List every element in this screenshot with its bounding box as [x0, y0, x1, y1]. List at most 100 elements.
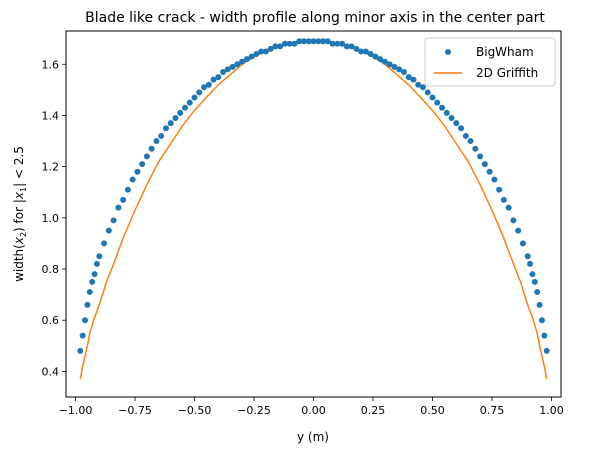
x-tick-label: −0.25 — [237, 404, 271, 417]
data-point-bigwham — [367, 51, 374, 58]
data-point-bigwham — [419, 84, 426, 91]
data-point-bigwham — [477, 153, 484, 160]
data-point-bigwham — [467, 138, 474, 145]
data-point-bigwham — [439, 104, 446, 111]
data-point-bigwham — [158, 132, 165, 139]
data-point-bigwham — [396, 66, 403, 73]
data-point-bigwham — [229, 63, 236, 70]
data-point-bigwham — [362, 48, 369, 55]
data-point-bigwham — [386, 61, 393, 68]
data-point-bigwham — [201, 84, 208, 91]
data-point-bigwham — [181, 104, 188, 111]
data-point-bigwham — [243, 56, 250, 63]
data-point-bigwham — [472, 145, 479, 152]
x-tick-label: 0.25 — [361, 404, 386, 417]
data-point-bigwham — [101, 240, 108, 247]
data-point-bigwham — [239, 58, 246, 65]
data-point-bigwham — [281, 40, 288, 47]
data-point-bigwham — [305, 38, 312, 45]
series-layer — [77, 38, 550, 380]
data-point-bigwham — [524, 253, 531, 260]
data-point-bigwham — [172, 115, 179, 122]
data-point-bigwham — [315, 38, 322, 45]
data-point-bigwham — [391, 63, 398, 70]
legend-label-bigwham: BigWham — [476, 45, 534, 59]
legend: BigWham 2D Griffith — [424, 37, 556, 87]
data-point-bigwham — [234, 61, 241, 68]
data-point-bigwham — [143, 153, 150, 160]
data-point-bigwham — [343, 43, 350, 50]
x-tick-label: −0.50 — [178, 404, 212, 417]
data-point-bigwham — [538, 317, 545, 324]
data-point-bigwham — [96, 253, 103, 260]
data-point-bigwham — [505, 204, 512, 211]
data-point-bigwham — [324, 38, 331, 45]
data-point-bigwham — [186, 99, 193, 106]
data-point-bigwham — [410, 76, 417, 83]
data-point-bigwham — [79, 332, 86, 339]
data-point-bigwham — [348, 43, 355, 50]
data-point-bigwham — [205, 81, 212, 88]
data-point-bigwham — [191, 94, 198, 101]
data-point-bigwham — [310, 38, 317, 45]
data-point-bigwham — [491, 176, 498, 183]
x-tick-label: −1.00 — [59, 404, 93, 417]
data-point-bigwham — [500, 196, 507, 203]
data-point-bigwham — [300, 38, 307, 45]
data-point-bigwham — [529, 271, 536, 278]
data-point-bigwham — [286, 40, 293, 47]
data-point-bigwham — [89, 278, 96, 285]
legend-marker-bigwham — [445, 49, 451, 55]
data-point-bigwham — [153, 138, 160, 145]
data-point-bigwham — [215, 74, 222, 81]
data-point-bigwham — [510, 217, 517, 224]
data-point-bigwham — [277, 43, 284, 50]
y-tick-label: 1.0 — [42, 212, 60, 225]
data-point-bigwham — [77, 347, 84, 354]
data-point-bigwham — [110, 217, 117, 224]
data-point-bigwham — [434, 99, 441, 106]
data-point-bigwham — [372, 53, 379, 60]
x-tick-label: 0.00 — [301, 404, 326, 417]
data-point-bigwham — [515, 227, 522, 234]
data-point-bigwham — [541, 332, 548, 339]
data-point-bigwham — [124, 186, 131, 193]
data-point-bigwham — [339, 40, 346, 47]
data-point-bigwham — [443, 109, 450, 116]
data-point-bigwham — [115, 204, 122, 211]
data-point-bigwham — [162, 125, 169, 132]
data-point-bigwham — [148, 145, 155, 152]
data-point-bigwham — [258, 48, 265, 55]
data-point-bigwham — [534, 289, 541, 296]
data-point-bigwham — [543, 347, 550, 354]
x-tick-label: −0.75 — [118, 404, 152, 417]
data-point-bigwham — [196, 89, 203, 96]
data-point-bigwham — [105, 227, 112, 234]
x-axis: −1.00 −0.75 −0.50 −0.25 0.00 0.25 0.50 0.75 1.00 — [59, 397, 564, 417]
data-point-bigwham — [267, 45, 274, 52]
data-point-bigwham — [84, 301, 91, 308]
data-point-bigwham — [86, 289, 93, 296]
data-point-bigwham — [453, 120, 460, 127]
data-point-bigwham — [519, 240, 526, 247]
data-point-bigwham — [486, 168, 493, 175]
data-point-bigwham — [527, 260, 534, 267]
y-tick-label: 1.4 — [42, 109, 60, 122]
data-point-bigwham — [415, 81, 422, 88]
data-point-bigwham — [220, 68, 227, 75]
data-point-bigwham — [424, 89, 431, 96]
x-tick-label: 0.50 — [420, 404, 445, 417]
data-point-bigwham — [405, 74, 412, 81]
y-tick-label: 0.6 — [42, 314, 60, 327]
data-point-bigwham — [82, 317, 89, 324]
data-point-bigwham — [91, 271, 98, 278]
data-point-bigwham — [531, 278, 538, 285]
data-point-bigwham — [272, 43, 279, 50]
data-point-bigwham — [462, 132, 469, 139]
data-point-bigwham — [334, 40, 341, 47]
legend-label-griffith: 2D Griffith — [476, 66, 538, 80]
data-point-bigwham — [177, 109, 184, 116]
data-point-bigwham — [262, 48, 269, 55]
data-point-bigwham — [93, 260, 100, 267]
